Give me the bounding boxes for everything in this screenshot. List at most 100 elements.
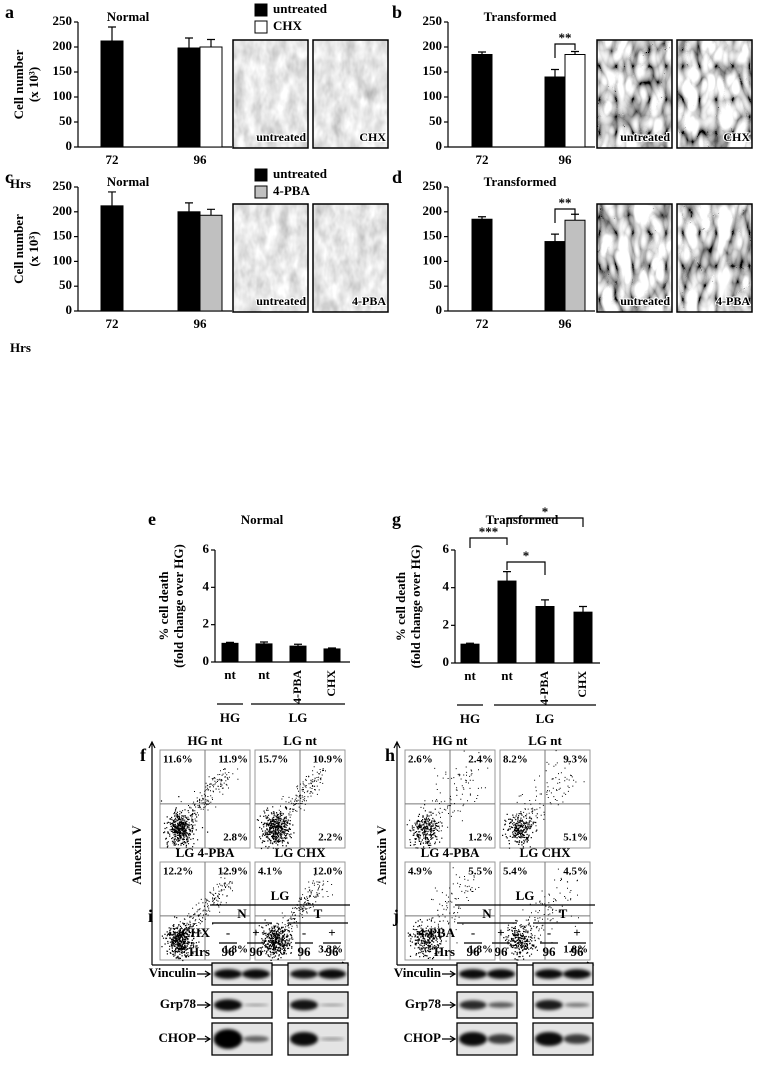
panel-letter: g — [392, 509, 401, 529]
bar — [460, 643, 480, 664]
blot-band — [563, 969, 591, 979]
chart-title: Transformed — [484, 9, 557, 24]
lane-time: 96 — [571, 944, 585, 959]
micrograph-border — [676, 39, 753, 149]
micrograph — [313, 204, 388, 312]
error-bar — [226, 641, 234, 644]
quadrant-percent: 15.7% — [258, 754, 288, 766]
significance-label: * — [542, 504, 549, 519]
blot-band — [290, 969, 318, 979]
blot-band — [318, 969, 346, 979]
quadrant-percent: 1.8% — [223, 944, 248, 956]
dot-cloud — [160, 761, 239, 850]
quadrant-percent: 5.5% — [468, 866, 493, 878]
dot-plot-title: HG nt — [432, 733, 468, 748]
error-bar — [551, 68, 559, 77]
error-bar — [571, 50, 579, 55]
blot-band — [459, 1000, 487, 1010]
x-tick-label: 72 — [476, 152, 489, 167]
micrograph — [233, 40, 308, 148]
bar — [573, 611, 593, 664]
y-tick-label: 200 — [423, 38, 443, 53]
y-tick-label: 100 — [53, 252, 73, 267]
y-axis-label: % cell death — [393, 571, 408, 641]
blot-band — [459, 1031, 487, 1047]
significance-bracket — [554, 43, 576, 58]
chart-title: Normal — [107, 174, 150, 189]
micrograph-border — [596, 39, 673, 149]
bar — [564, 54, 586, 148]
group-label: T — [559, 906, 568, 921]
error-bar — [108, 26, 116, 41]
y-axis-label: Cell number — [11, 49, 26, 119]
blot-band — [290, 1031, 318, 1047]
blot-band — [243, 1035, 269, 1043]
bar — [544, 241, 566, 312]
y-tick-label: 4 — [443, 579, 450, 594]
protein-label: Grp78 — [160, 996, 197, 1011]
error-bar — [551, 233, 559, 242]
quadrant-percent: 9.3% — [563, 754, 588, 766]
y-tick-label: 50 — [429, 113, 442, 128]
treatment-label: CHX — [181, 925, 211, 940]
condition-label: LG — [516, 888, 535, 903]
y-tick-label: 6 — [443, 541, 450, 556]
x-tick-label: 96 — [194, 316, 208, 331]
error-bar — [185, 37, 193, 48]
blot-band — [319, 1037, 345, 1041]
chart-title: Transformed — [484, 174, 557, 189]
micrograph-label: CHX — [359, 130, 386, 144]
y-tick-label: 0 — [66, 302, 73, 317]
significance-bracket — [506, 517, 584, 527]
protein-arrow — [442, 1001, 457, 1009]
quadrant-percent: 1.8% — [563, 944, 588, 956]
y-tick-label: 150 — [423, 228, 443, 243]
micrograph — [313, 40, 388, 148]
dot-cloud — [161, 869, 233, 962]
error-bar — [260, 641, 268, 644]
y-axis-label: (x 10³) — [26, 67, 41, 102]
y-tick-label: 250 — [423, 178, 443, 193]
legend-label: untreated — [273, 1, 328, 16]
micrograph-border — [232, 203, 309, 313]
lane-time: 96 — [495, 944, 509, 959]
bar — [100, 40, 124, 148]
micrograph-label: 4-PBA — [716, 294, 750, 308]
protein-arrow — [197, 1001, 212, 1009]
micrograph — [677, 40, 752, 148]
error-bar — [207, 38, 215, 47]
quadrant-percent: 11.9% — [218, 754, 248, 766]
y-axis-label: Annexin V — [374, 825, 389, 885]
x-tick-label: nt — [501, 668, 513, 683]
y-axis-label: (fold change over HG) — [171, 544, 186, 668]
legend-swatch — [254, 185, 268, 199]
lane-sign: + — [328, 925, 335, 940]
dot-cloud — [255, 874, 333, 961]
dot-plot-title: HG nt — [187, 733, 223, 748]
blot-band — [213, 1029, 243, 1049]
quadrant-percent: 2.8% — [223, 832, 248, 844]
significance-bracket — [554, 208, 576, 223]
x-tick-label: 72 — [476, 316, 489, 331]
y-tick-label: 2 — [203, 616, 210, 631]
y-tick-label: 50 — [59, 277, 72, 292]
x-tick-label: nt — [224, 667, 236, 682]
chart-title: Transformed — [486, 512, 559, 527]
quadrant-percent: 4.1% — [258, 866, 283, 878]
micrograph-border — [232, 39, 309, 149]
bar — [221, 642, 239, 663]
dot-plot-title: LG nt — [528, 733, 562, 748]
y-tick-label: 0 — [443, 654, 450, 669]
micrograph-label: CHX — [723, 130, 750, 144]
micrograph-label: untreated — [256, 294, 306, 308]
condition-label: LG — [271, 888, 290, 903]
bar — [100, 205, 124, 312]
bar — [471, 218, 493, 312]
y-tick-label: 0 — [203, 653, 210, 668]
protein-label: Grp78 — [405, 996, 442, 1011]
y-tick-label: 2 — [443, 616, 450, 631]
quadrant-percent: 2.6% — [408, 754, 433, 766]
error-bar — [207, 208, 215, 216]
x-tick-label: 96 — [194, 152, 208, 167]
